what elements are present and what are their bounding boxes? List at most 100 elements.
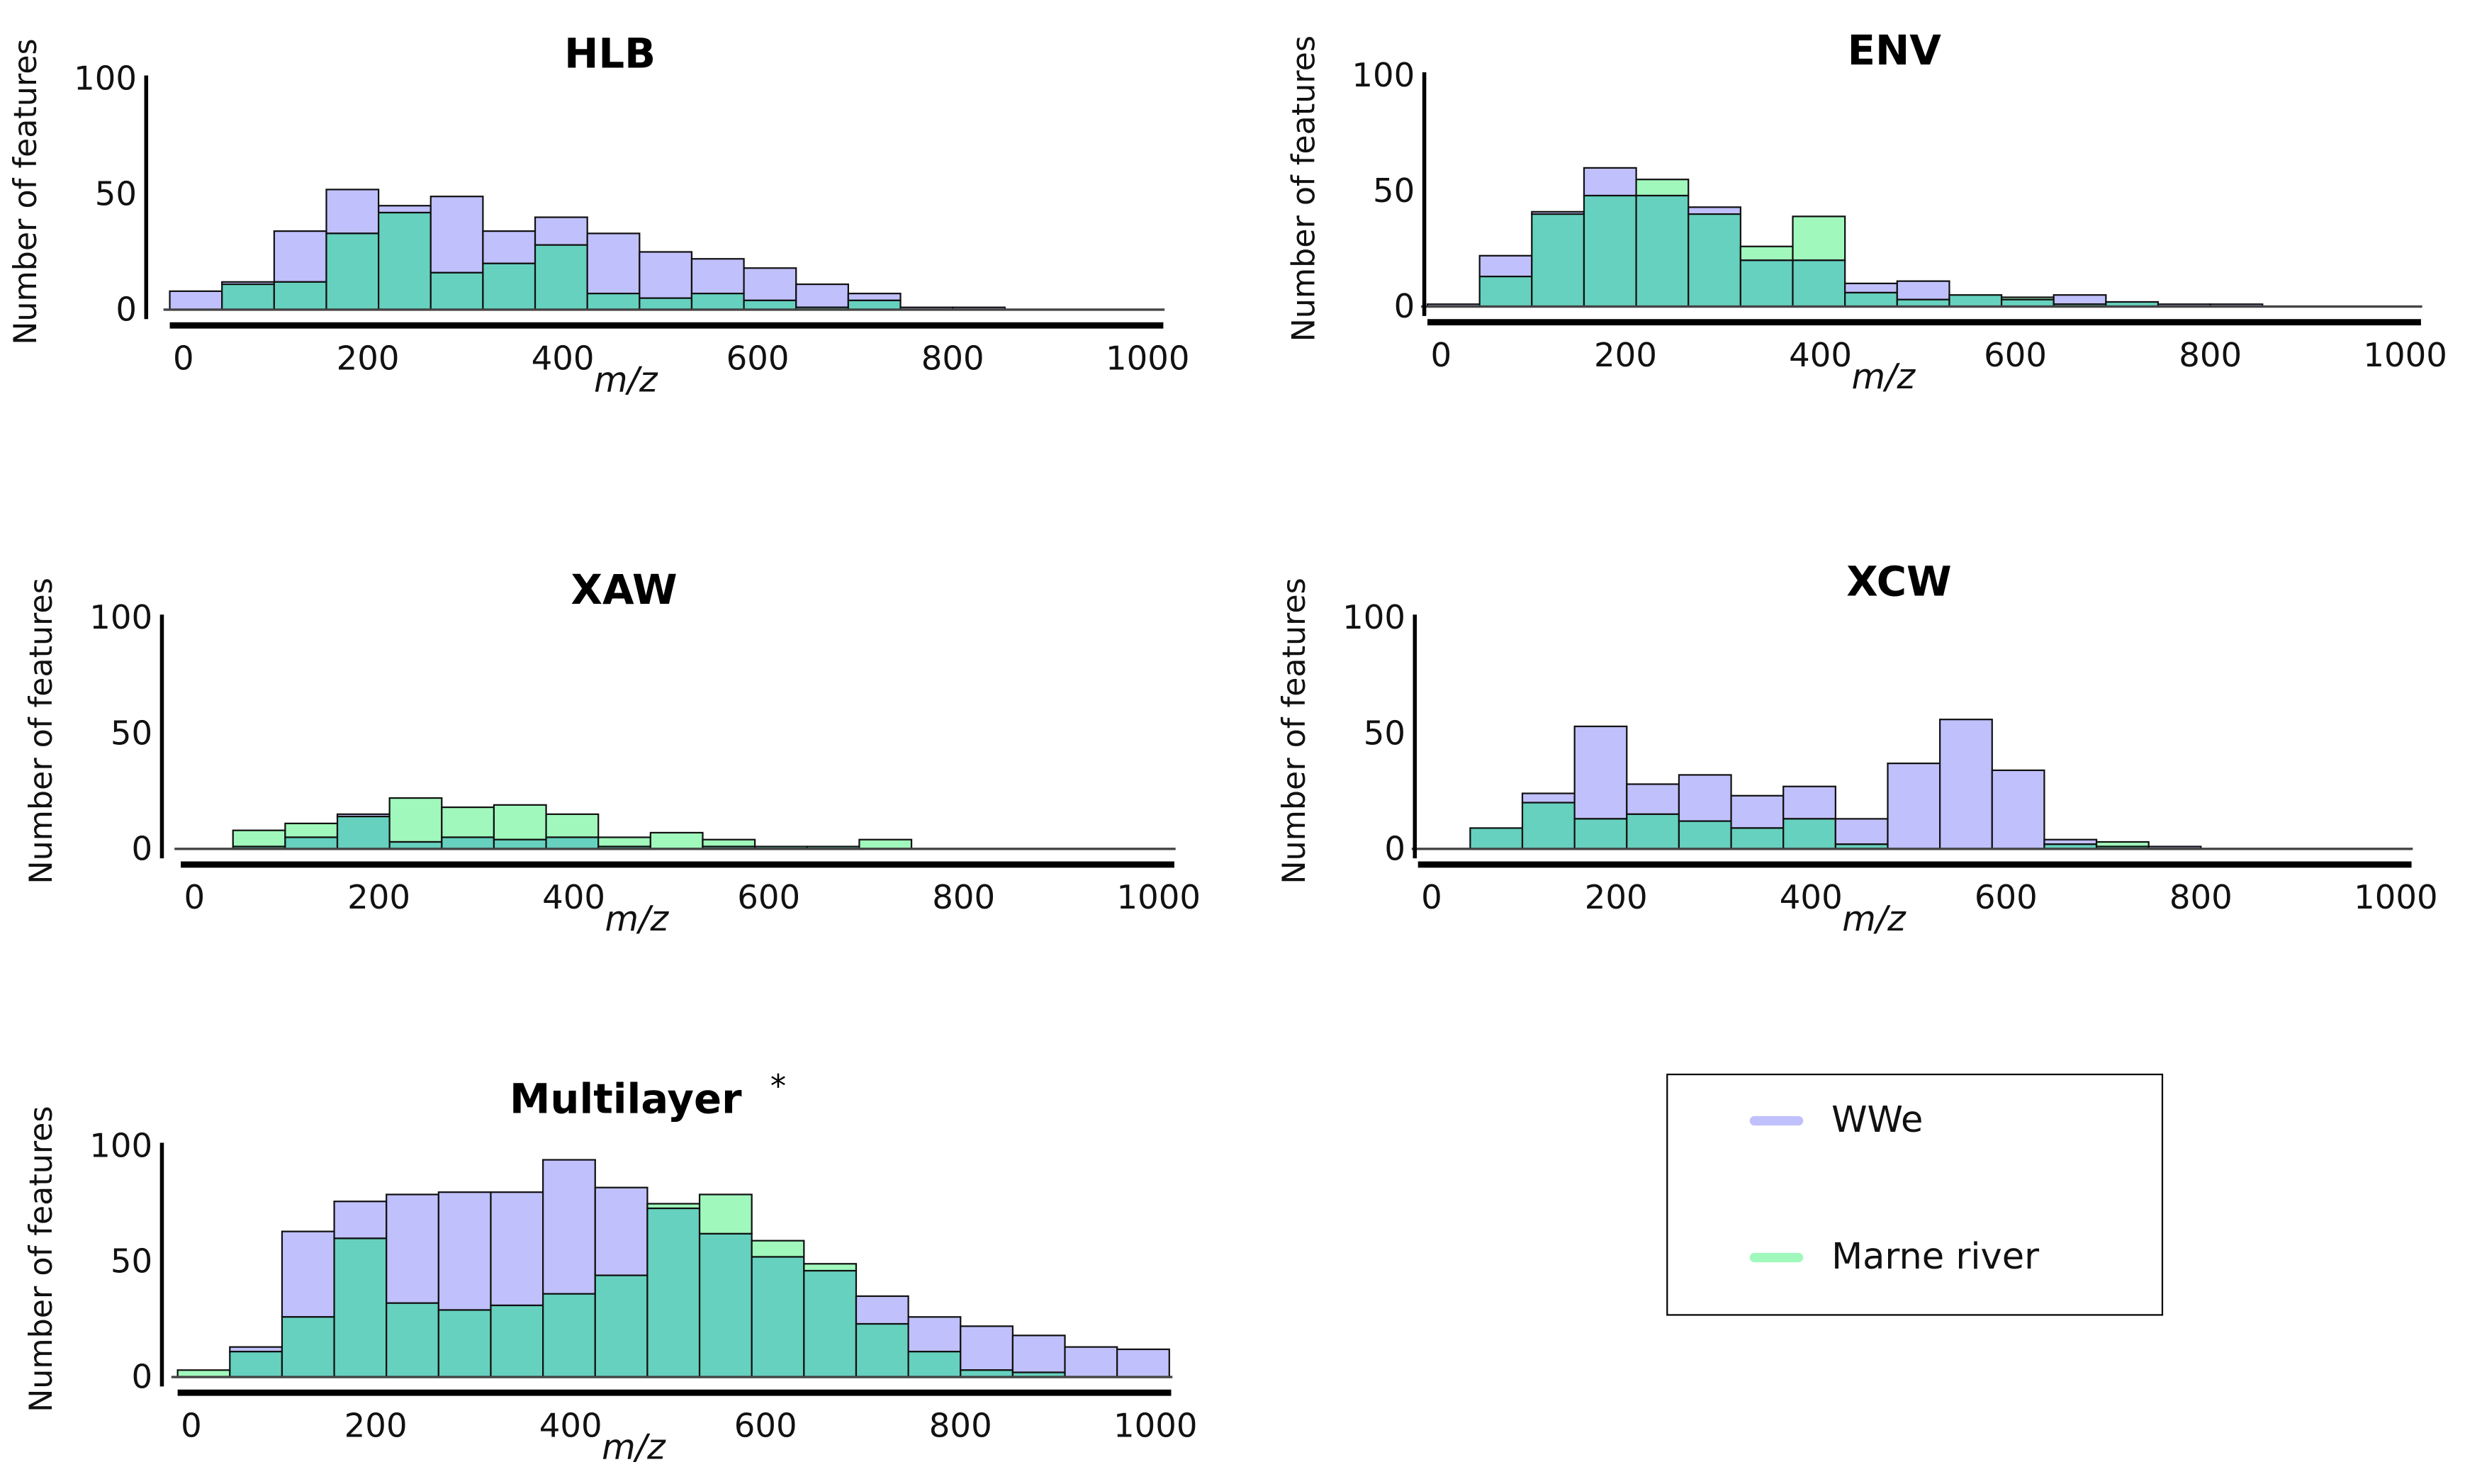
x-axis-label: m/z [605,899,670,939]
bar-overlap [803,1269,858,1378]
bar-overlap [1782,818,1836,850]
bar-overlap [482,262,537,311]
x-tick-label: 800 [929,1406,992,1444]
bar-overlap [325,232,380,311]
bar-wwe [437,1191,492,1311]
bar-overlap [690,293,745,311]
legend: WWe Marne river [1666,1073,2164,1316]
bar-marne [1635,179,1690,197]
bar-overlap [1948,294,2003,308]
x-tick-label: 200 [344,1406,408,1444]
x-tick-label: 600 [1975,878,2038,916]
bar-wwe [1011,1334,1066,1373]
bar-wwe [378,205,432,214]
bar-overlap [273,281,327,311]
x-tick-label: 800 [2169,878,2233,916]
bar-wwe [386,1193,439,1304]
y-axis-label: Number of features [8,38,44,344]
bar-wwe [847,293,902,302]
bar-marne [232,829,286,848]
x-tick-label: 400 [532,339,595,377]
bar-overlap [1469,827,1524,850]
bar-overlap [1792,259,1846,308]
bar-overlap [855,1322,909,1378]
bar-wwe [490,1191,544,1307]
bar-wwe [281,1230,335,1318]
bar-wwe [1064,1346,1118,1378]
bar-wwe [1991,769,2045,850]
bar-overlap [639,297,693,311]
bar-overlap [1635,194,1690,308]
bar-overlap [386,1302,439,1378]
bar-marne [751,1240,805,1258]
y-axis-label: Number of features [23,1106,60,1412]
bar-marne [702,838,756,848]
bar-overlap [1531,213,1585,308]
bar-wwe [1730,794,1785,829]
bar-overlap [221,283,275,311]
bar-wwe [690,258,745,295]
bar-wwe [1688,206,1741,215]
bar-overlap [847,299,902,311]
bar-marne [284,822,339,838]
bar-wwe [639,251,693,299]
legend-swatch-wwe [1749,1115,1804,1126]
bar-marne [597,836,651,848]
bar-wwe [1896,280,1950,300]
bar-overlap [1730,827,1785,850]
chart-title: HLB [564,29,656,77]
bar-wwe [1782,785,1836,820]
y-tick-label: 0 [132,829,153,867]
chart-title: XCW [1846,558,1951,606]
bar-overlap [284,836,339,850]
bar-marne [545,813,600,838]
bar-overlap [336,816,391,850]
bar-overlap [437,1309,492,1378]
chart-title: XAW [571,566,678,614]
bar-overlap [907,1351,962,1378]
x-axis-label: m/z [594,359,658,400]
y-tick-label: 0 [132,1358,153,1396]
bar-marne [441,806,495,838]
x-tick-label: 0 [184,878,206,916]
x-tick-label: 600 [726,339,790,377]
bar-wwe [1626,783,1680,815]
bar-wwe [169,290,223,311]
bar-wwe [1478,254,1533,278]
y-tick-label: 50 [1364,714,1405,752]
y-tick-label: 50 [111,1242,152,1281]
bar-overlap [490,1304,544,1378]
bar-wwe [542,1159,596,1295]
x-tick-label: 1000 [1116,878,1201,916]
legend-label-wwe: WWe [1831,1100,1924,1142]
bar-wwe [1678,774,1732,822]
bar-wwe [1583,167,1637,197]
bar-overlap [1521,802,1576,850]
title-asterisk: * [770,1069,786,1105]
bar-wwe [534,216,588,246]
bar-overlap [1573,818,1628,850]
bar-wwe [1887,763,1941,850]
x-tick-label: 1000 [1106,339,1190,377]
bar-overlap [542,1293,596,1378]
bar-overlap [534,244,588,311]
x-tick-label: 600 [1984,336,2047,374]
legend-item-marne: Marne river [1749,1237,2039,1278]
x-tick-label: 1000 [2354,878,2438,916]
bar-marne [803,1263,858,1272]
bar-wwe [1834,818,1889,845]
x-axis-label: m/z [1852,356,1916,397]
bar-marne [1792,215,1846,262]
bar-overlap [441,836,495,850]
bar-marne [1739,245,1794,262]
y-tick-label: 50 [95,174,137,213]
legend-swatch-marne [1749,1252,1804,1263]
bar-wwe [1521,792,1576,804]
bar-overlap [281,1316,335,1378]
x-tick-label: 0 [1430,336,1452,374]
bar-wwe [1573,725,1628,820]
